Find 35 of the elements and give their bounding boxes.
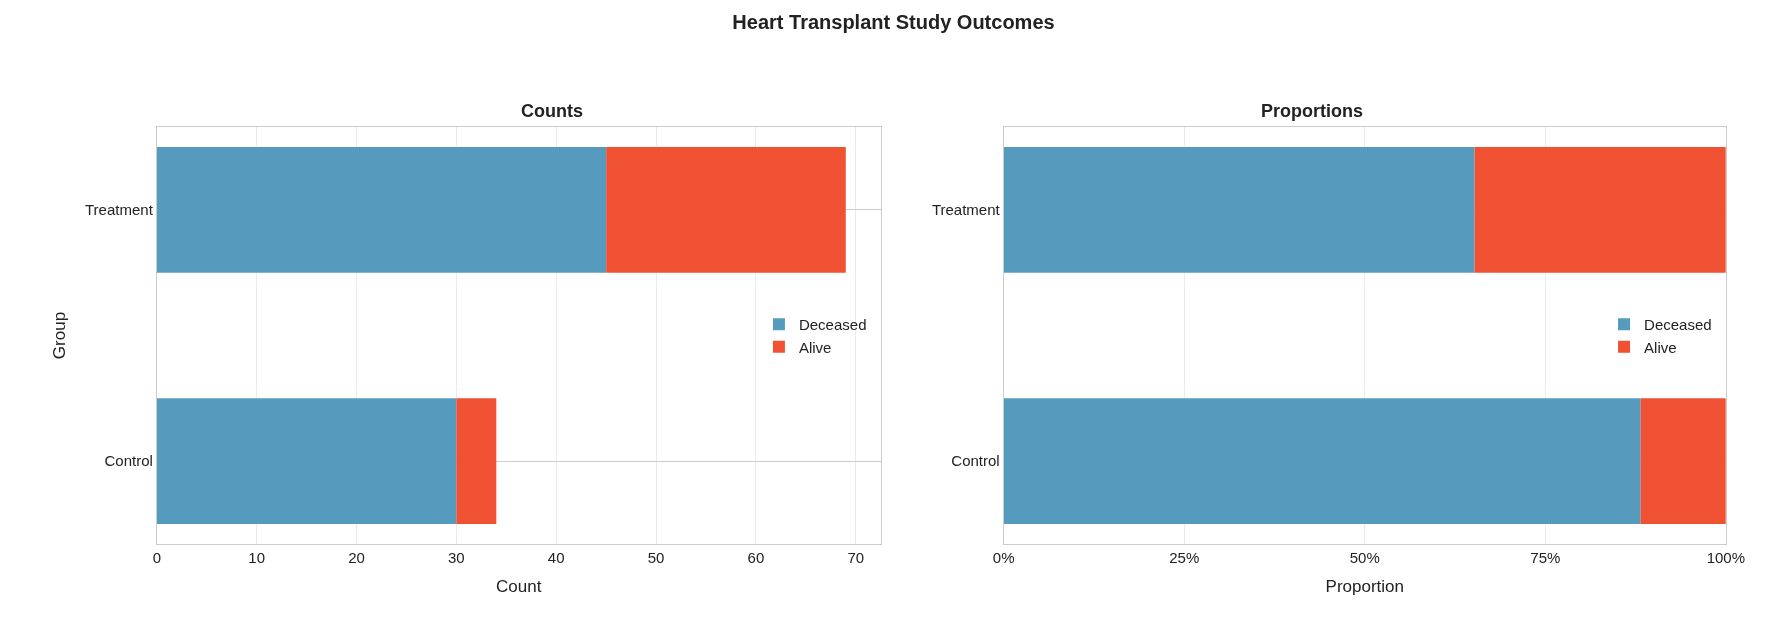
- y-tick-label: Control: [951, 452, 1000, 470]
- x-tick-label: 0%: [992, 549, 1015, 566]
- y-tick-label: Control: [104, 452, 153, 470]
- chart-subtitle: Counts: [521, 101, 583, 121]
- chart-subtitle: Proportions: [1261, 101, 1363, 121]
- x-tick-label: 60: [747, 549, 765, 566]
- x-tick-label: 40: [547, 549, 565, 566]
- x-tick-label: 75%: [1530, 549, 1561, 566]
- chart-title: Heart Transplant Study Outcomes: [732, 11, 1055, 34]
- y-axis-title: Group: [49, 311, 69, 360]
- x-tick-label: 30: [448, 549, 465, 566]
- x-tick-label: 100%: [1706, 549, 1746, 566]
- legend-label: Alive: [798, 338, 832, 356]
- y-tick-label: Treatment: [931, 201, 1001, 219]
- bar: [156, 147, 607, 273]
- x-tick-label: 25%: [1169, 549, 1200, 566]
- x-axis-title: Count: [496, 577, 542, 597]
- x-axis-title: Proportion: [1325, 577, 1404, 597]
- legend-label: Alive: [1644, 338, 1677, 356]
- y-tick-label: Treatment: [85, 201, 154, 219]
- bar: [606, 147, 846, 273]
- x-tick-label: 50: [647, 549, 665, 566]
- x-tick-label: 70: [847, 549, 865, 566]
- legend-label: Deceased: [1644, 316, 1712, 334]
- bar: [456, 398, 497, 524]
- bar: [1003, 147, 1475, 273]
- x-tick-label: 20: [348, 549, 365, 566]
- x-tick-label: 50%: [1349, 549, 1380, 566]
- bar: [1474, 147, 1726, 273]
- bar: [156, 398, 457, 524]
- bar: [1003, 398, 1641, 524]
- x-tick-label: 0: [152, 549, 161, 566]
- legend-label: Deceased: [798, 316, 867, 334]
- x-tick-label: 10: [248, 549, 266, 566]
- bar: [1640, 398, 1726, 524]
